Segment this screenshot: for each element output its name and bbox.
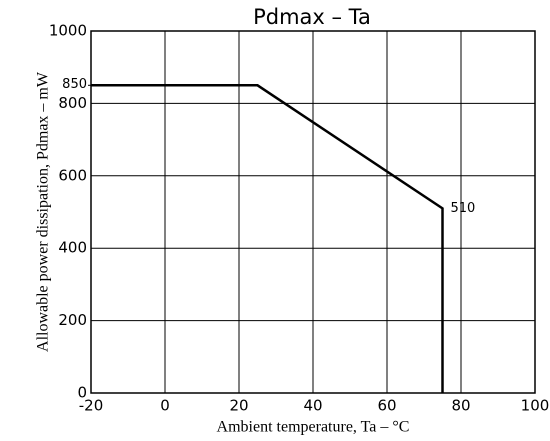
y-tick-label: 200	[58, 311, 87, 329]
y-tick-label: 400	[58, 239, 87, 257]
y-axis-label: Allowable power dissipation, Pdmax – mW	[35, 71, 52, 352]
annotation: 510	[451, 201, 476, 216]
y-tick-label: 1000	[49, 22, 87, 40]
x-tick-label: 20	[229, 397, 248, 415]
x-axis-label: Ambient temperature, Ta – °C	[217, 419, 410, 436]
line	[91, 84, 444, 393]
annotation: 850	[62, 77, 87, 92]
y-tick-label: 600	[58, 166, 87, 184]
x-tick-label: -20	[79, 397, 104, 415]
x-tick-label: 0	[160, 397, 170, 415]
x-tick-label: 40	[303, 397, 322, 415]
y-tick-label: 800	[58, 94, 87, 112]
plot-frame	[90, 30, 536, 394]
y-tick-label: 0	[77, 384, 87, 402]
x-tick-label: 60	[377, 397, 396, 415]
chart-title: Pdmax – Ta	[253, 5, 371, 29]
x-tick-label: 100	[521, 397, 550, 415]
x-tick-label: 80	[451, 397, 470, 415]
